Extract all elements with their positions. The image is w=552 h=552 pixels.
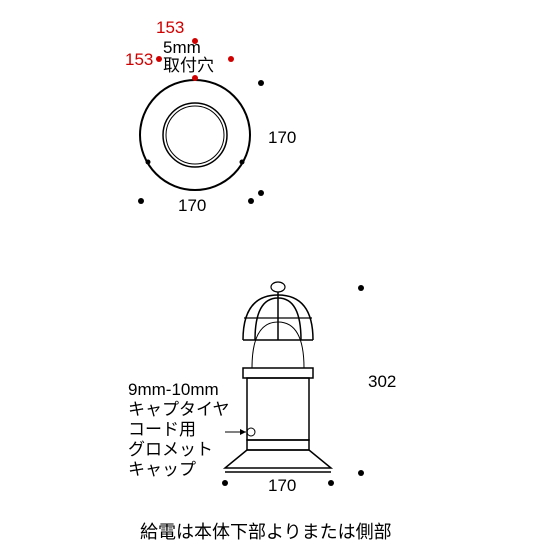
cord-label-2: キャプタイヤ [128,400,230,420]
side-base-right [328,480,334,486]
cord-label-4: グロメット [128,440,213,460]
side-dim-top [358,285,364,291]
cord-label-1: 9mm-10mm [128,380,219,400]
side-dim-bottom [358,470,364,476]
cord-label-5: キャップ [128,460,196,480]
footer-text: 給電は本体下部よりまたは側部 [140,522,392,544]
side-base-left [222,480,228,486]
height-label: 302 [368,372,396,392]
base-width-label: 170 [268,476,296,496]
side-view-lamp [0,0,552,552]
cord-label-3: コード用 [128,420,196,440]
